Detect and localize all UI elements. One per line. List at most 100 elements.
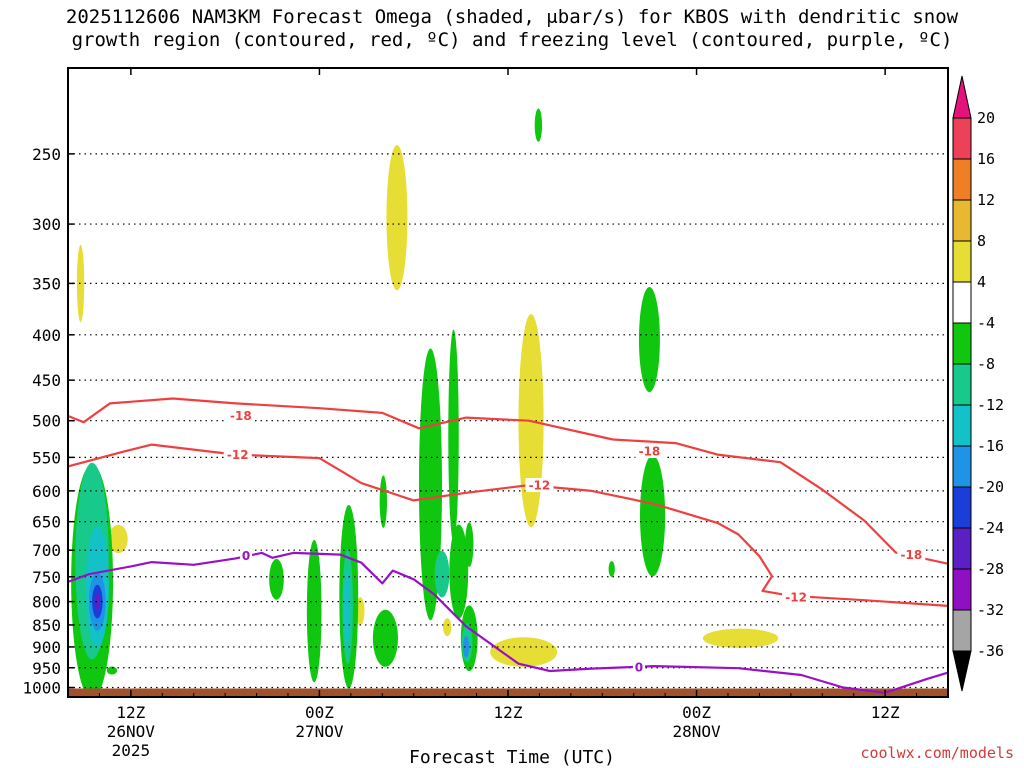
colorbar-label-1: 16 <box>977 150 995 168</box>
colorbar-label-11: -28 <box>977 560 1004 578</box>
dgz-minus-12-label-1: -12 <box>529 479 551 493</box>
colorbar-swatch-6 <box>952 363 972 406</box>
y-tick-label-350: 350 <box>32 274 61 293</box>
x-tick-date-1: 27NOV <box>295 722 344 741</box>
colorbar-swatch-10 <box>952 527 972 570</box>
y-tick-label-800: 800 <box>32 593 61 612</box>
dgz-minus-18-label-0: -18 <box>230 409 252 423</box>
omega-region-yellow-4 <box>356 597 365 626</box>
colorbar-label-0: 20 <box>977 109 995 127</box>
omega-region-yellow-0 <box>76 244 85 323</box>
omega-region-purple-33 <box>94 592 100 611</box>
dgz-minus-18-line <box>68 397 948 565</box>
colorbar-swatch-3 <box>952 240 972 283</box>
freezing-level-label-1: 0 <box>635 660 643 674</box>
colorbar-label-5: -4 <box>977 314 995 332</box>
freezing-level-label-bg-1 <box>632 659 645 674</box>
dgz-minus-18-label-bg-0 <box>226 408 255 423</box>
colorbar-swatch-8 <box>952 445 972 488</box>
y-tick-label-900: 900 <box>32 638 61 657</box>
y-tick-label-250: 250 <box>32 145 61 164</box>
grid-lines <box>68 153 948 689</box>
omega-region-green-22 <box>638 286 660 393</box>
plot-background <box>68 68 948 697</box>
omega-shading <box>71 108 779 697</box>
y-axis: 250 300 350 400 450 500 550 600 650 700 750 800 850 9… <box>22 145 74 697</box>
omega-region-yellow-3 <box>108 524 128 554</box>
x-tick-label-3: 00Z <box>682 703 711 722</box>
y-tick-label-1000: 1000 <box>22 678 61 697</box>
dgz-minus-18-label-bg-2 <box>897 547 926 562</box>
omega-region-green-17 <box>372 609 398 667</box>
dgz-minus-12-label-bg-0 <box>223 447 252 462</box>
x-axis-label: Forecast Time (UTC) <box>409 747 615 768</box>
colorbar-swatch-7 <box>952 404 972 447</box>
y-tick-label-850: 850 <box>32 616 61 635</box>
credit-text[interactable]: coolwx.com/models <box>860 744 1014 762</box>
y-tick-label-700: 700 <box>32 541 61 560</box>
freezing-level-label-0: 0 <box>242 549 250 563</box>
colorbar-swatch-9 <box>952 486 972 529</box>
omega-region-green-9 <box>418 348 442 621</box>
dgz-minus-12-label-0: -12 <box>227 448 249 462</box>
omega-region-yellow-1 <box>386 144 408 291</box>
x-tick-date-3: 28NOV <box>672 722 721 741</box>
colorbar-label-3: 8 <box>977 232 986 250</box>
x-tick-label-1: 00Z <box>305 703 334 722</box>
colorbar-label-2: 12 <box>977 191 995 209</box>
omega-region-green-18 <box>449 524 469 619</box>
omega-region-green-21 <box>640 455 666 577</box>
dgz-minus-18-label-2: -18 <box>900 548 922 562</box>
x-tick-label-4: 12Z <box>871 703 900 722</box>
omega-region-yellow-7 <box>702 628 779 648</box>
omega-region-blue-31 <box>462 636 470 658</box>
colorbar-label-6: -8 <box>977 355 995 373</box>
dgz-minus-12-label-bg-2 <box>782 590 811 605</box>
omega-region-green-14 <box>269 558 284 600</box>
contour-labels: -18 -18 -18 -12 -12 -12 0 0 <box>223 408 926 674</box>
colorbar-bottom-arrow <box>952 650 972 692</box>
colorbar-label-4: 4 <box>977 273 986 291</box>
y-tick-label-450: 450 <box>32 371 61 390</box>
freezing-level-label-bg-0 <box>240 548 253 563</box>
colorbar-swatch-2 <box>952 199 972 242</box>
omega-region-green-15 <box>306 539 322 683</box>
y-tick-label-600: 600 <box>32 482 61 501</box>
chart-title-line2: growth region (contoured, red, ºC) and f… <box>71 29 953 51</box>
freezing-level-line <box>68 551 948 694</box>
x-tick-label-0: 12Z <box>116 703 145 722</box>
colorbar-swatch-0 <box>952 117 972 160</box>
colorbar: 20 16 12 8 4 -4 -8 -12 -16 -20 -24 -28 -32 -36 <box>952 75 1004 692</box>
dgz-minus-12-label-2: -12 <box>785 591 807 605</box>
y-tick-label-950: 950 <box>32 659 61 678</box>
omega-region-green-13 <box>106 666 118 675</box>
y-tick-label-500: 500 <box>32 412 61 431</box>
x-tick-date-0: 26NOV <box>107 722 156 741</box>
dgz-minus-18-label-1: -18 <box>639 445 661 459</box>
colorbar-label-9: -20 <box>977 478 1004 496</box>
y-tick-label-650: 650 <box>32 513 61 532</box>
colorbar-swatch-4 <box>952 281 972 324</box>
colorbar-swatch-12 <box>952 609 972 652</box>
omega-region-yellow-6 <box>490 637 558 667</box>
x-tick-label-2: 12Z <box>494 703 523 722</box>
colorbar-label-8: -16 <box>977 437 1004 455</box>
y-tick-label-400: 400 <box>32 326 61 345</box>
omega-region-cyan-29 <box>343 570 350 647</box>
colorbar-swatch-1 <box>952 158 972 201</box>
x-tick-year-0: 2025 <box>112 741 151 760</box>
omega-region-green-11 <box>379 475 388 528</box>
colorbar-swatch-5 <box>952 322 972 365</box>
colorbar-label-12: -32 <box>977 601 1004 619</box>
omega-region-teal-25 <box>434 550 450 598</box>
omega-region-green-20 <box>465 522 474 568</box>
dgz-minus-18-label-bg-1 <box>635 444 664 459</box>
y-tick-label-750: 750 <box>32 568 61 587</box>
y-tick-label-550: 550 <box>32 448 61 467</box>
colorbar-swatch-11 <box>952 568 972 611</box>
y-tick-label-300: 300 <box>32 215 61 234</box>
omega-region-green-23 <box>608 561 615 577</box>
colorbar-top-arrow <box>952 75 972 119</box>
